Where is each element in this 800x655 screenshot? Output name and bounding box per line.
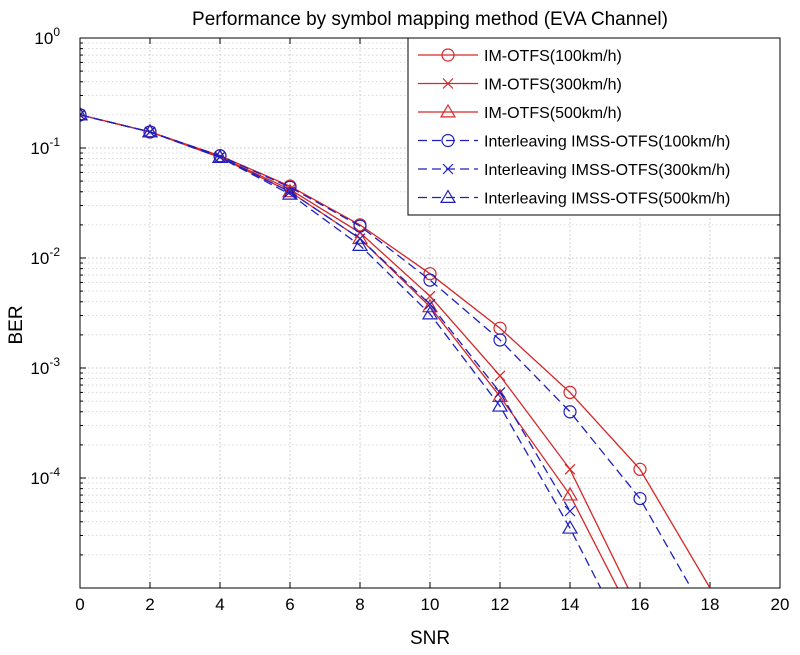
x-tick-label: 16 [631,595,650,614]
x-tick-label: 4 [215,595,224,614]
axis-ticks: 0 2 4 6 8 10 12 14 16 18 20 100 10-1 10-2 10-3 10-4 [30,25,789,614]
data-point [564,505,576,517]
data-point [141,123,159,138]
series-4 [80,108,692,588]
data-point [351,237,369,251]
y-tick-label: 10-1 [30,135,60,158]
plot-series [80,106,711,588]
y-axis-label: BER [6,305,27,344]
y-tick-label: 10-3 [30,355,60,378]
legend-marker [442,78,454,89]
x-tick-label: 10 [421,595,440,614]
y-tick-label: 100 [34,25,60,48]
legend-box [407,37,781,216]
legend-label: Interleaving IMSS-OTFS(300km/h) [484,162,730,179]
data-point [283,180,297,194]
data-point [563,405,577,419]
legend-marker [442,163,454,175]
data-point [561,519,579,534]
data-point [423,267,437,281]
data-point [80,108,87,122]
series-line [80,114,602,588]
legend-marker [441,48,455,62]
y-tick-label: 10-4 [30,465,60,488]
chart-title: Performance by symbol mapping method (EV… [192,9,668,30]
legend-label: IM-OTFS(500km/h) [484,105,622,122]
data-point [561,486,579,501]
data-point [211,149,229,163]
x-tick-label: 12 [491,595,510,614]
data-point [284,186,296,198]
legend: IM-OTFS(100km/h) IM-OTFS(300km/h) IM-OTFS(… [407,37,781,216]
x-axis-label: SNR [410,628,450,649]
x-tick-label: 6 [285,595,294,614]
data-point [423,273,437,287]
x-tick-label: 8 [355,595,364,614]
data-point [494,370,506,382]
series-6 [80,106,602,588]
grid [80,38,780,588]
data-point [424,298,436,310]
legend-label: Interleaving IMSS-OTFS(100km/h) [484,134,730,151]
data-point [80,106,89,121]
legend-marker [439,189,457,203]
x-tick-label: 14 [561,595,580,614]
x-tick-label: 0 [75,595,84,614]
data-point [633,462,647,476]
data-point [421,305,439,320]
x-tick-label: 20 [771,595,790,614]
legend-label: Interleaving IMSS-OTFS(500km/h) [484,191,730,208]
data-point [80,109,86,121]
legend-marker [439,103,457,118]
data-point [494,386,506,398]
y-tick-label: 10-2 [30,245,60,268]
data-point [493,333,507,347]
legend-label: IM-OTFS(100km/h) [484,48,622,65]
data-point [564,463,576,475]
data-point [281,186,299,200]
data-point [421,298,439,313]
data-point [353,219,367,233]
data-point [633,491,647,506]
data-point [491,397,509,412]
data-point [563,385,577,400]
x-tick-label: 18 [701,595,720,614]
legend-label: IM-OTFS(300km/h) [484,77,622,94]
x-tick-label: 2 [145,595,154,614]
data-point [281,183,299,198]
data-point [424,290,436,302]
data-point [351,230,369,245]
legend-marker [441,133,455,148]
